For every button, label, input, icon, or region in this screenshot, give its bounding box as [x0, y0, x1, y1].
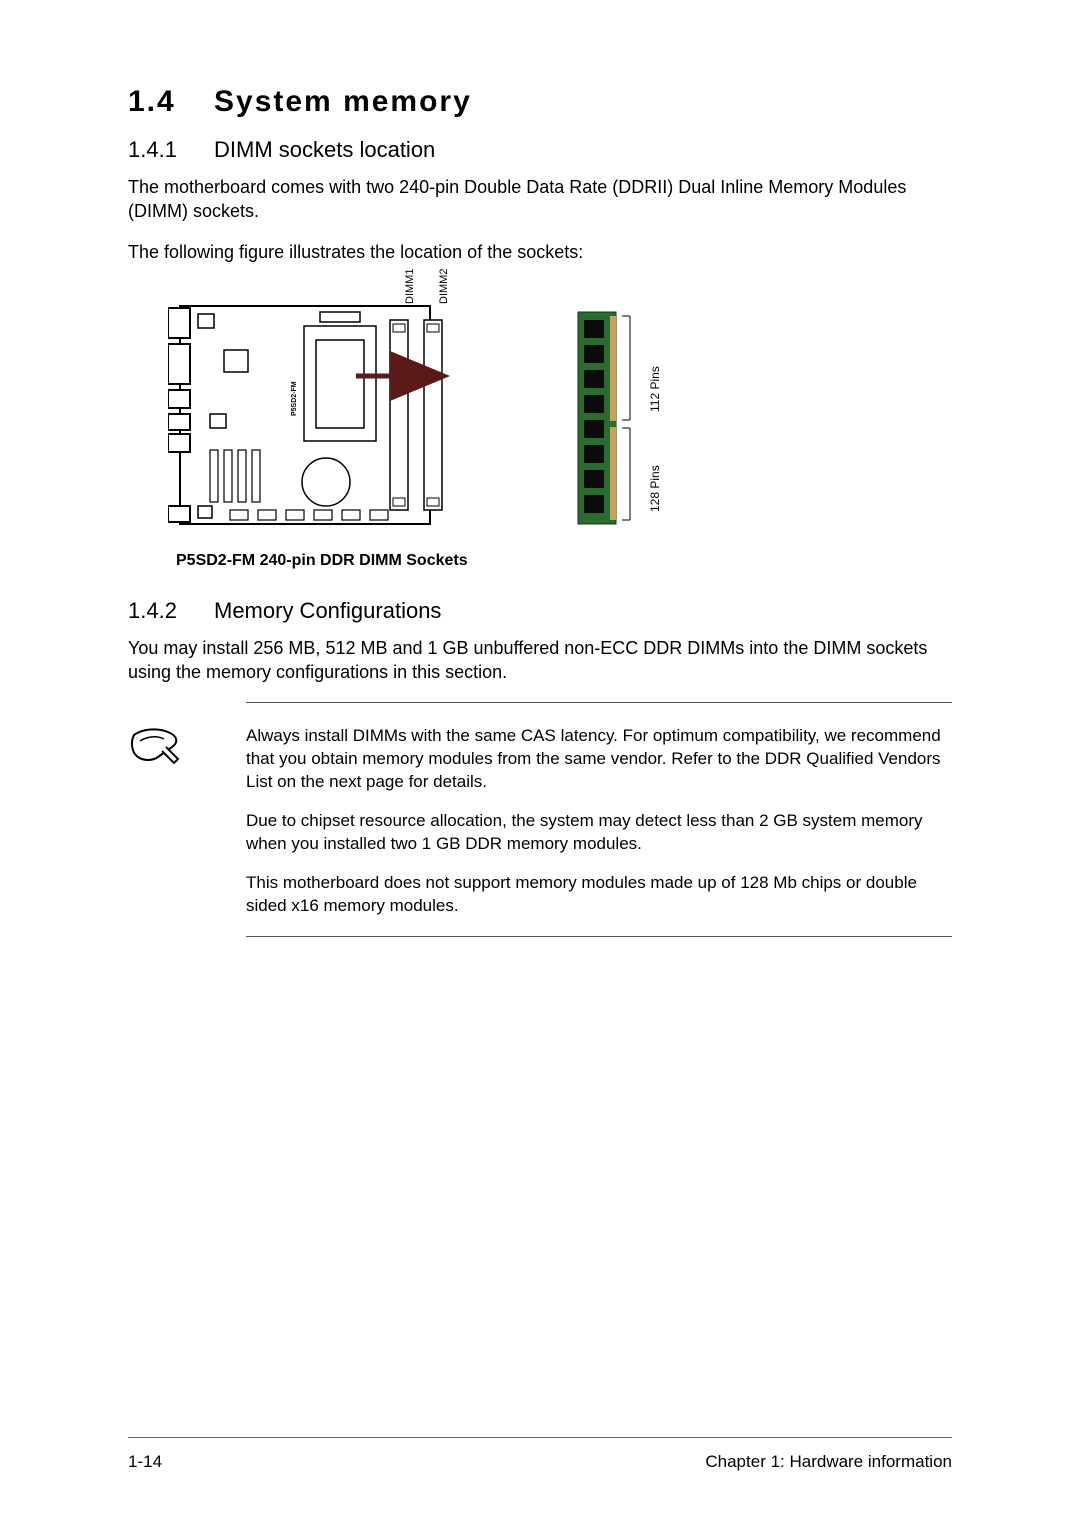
subsection-title: Memory Configurations — [214, 598, 441, 623]
footer-divider — [128, 1437, 952, 1438]
subsection-number: 1.4.1 — [128, 137, 214, 163]
body-paragraph: You may install 256 MB, 512 MB and 1 GB … — [128, 636, 952, 685]
section-heading: 1.4System memory — [128, 85, 952, 119]
page-number: 1-14 — [128, 1452, 162, 1472]
page-footer: 1-14 Chapter 1: Hardware information — [128, 1437, 952, 1472]
svg-text:P5SD2-FM: P5SD2-FM — [291, 381, 298, 416]
dimm-slot-label: DIMM1 — [404, 268, 416, 303]
motherboard-diagram: P5SD2-FM — [168, 292, 688, 542]
note-paragraph: Always install DIMMs with the same CAS l… — [246, 725, 952, 794]
note-hand-icon — [128, 727, 190, 771]
note-block: Always install DIMMs with the same CAS l… — [128, 702, 952, 937]
section-title: System memory — [214, 85, 472, 118]
note-icon-column — [128, 703, 246, 776]
note-divider — [246, 936, 952, 937]
note-paragraph: Due to chipset resource allocation, the … — [246, 810, 952, 856]
note-paragraph: This motherboard does not support memory… — [246, 872, 952, 918]
subsection-title: DIMM sockets location — [214, 137, 435, 162]
body-paragraph: The following figure illustrates the loc… — [128, 240, 952, 264]
body-paragraph: The motherboard comes with two 240-pin D… — [128, 175, 952, 224]
dimm-slot-label: DIMM2 — [438, 268, 450, 303]
figure-caption: P5SD2-FM 240-pin DDR DIMM Sockets — [176, 552, 952, 570]
figure-dimm-location: P5SD2-FM DIMM1 DIMM2 112 Pins 128 Pins — [168, 292, 952, 542]
chapter-label: Chapter 1: Hardware information — [705, 1452, 952, 1472]
subsection-heading: 1.4.2Memory Configurations — [128, 598, 952, 624]
section-number: 1.4 — [128, 85, 214, 119]
pin-count-label: 128 Pins — [648, 465, 662, 512]
subsection-heading: 1.4.1DIMM sockets location — [128, 137, 952, 163]
note-text-column: Always install DIMMs with the same CAS l… — [246, 703, 952, 936]
pin-count-label: 112 Pins — [648, 366, 662, 412]
subsection-number: 1.4.2 — [128, 598, 214, 624]
